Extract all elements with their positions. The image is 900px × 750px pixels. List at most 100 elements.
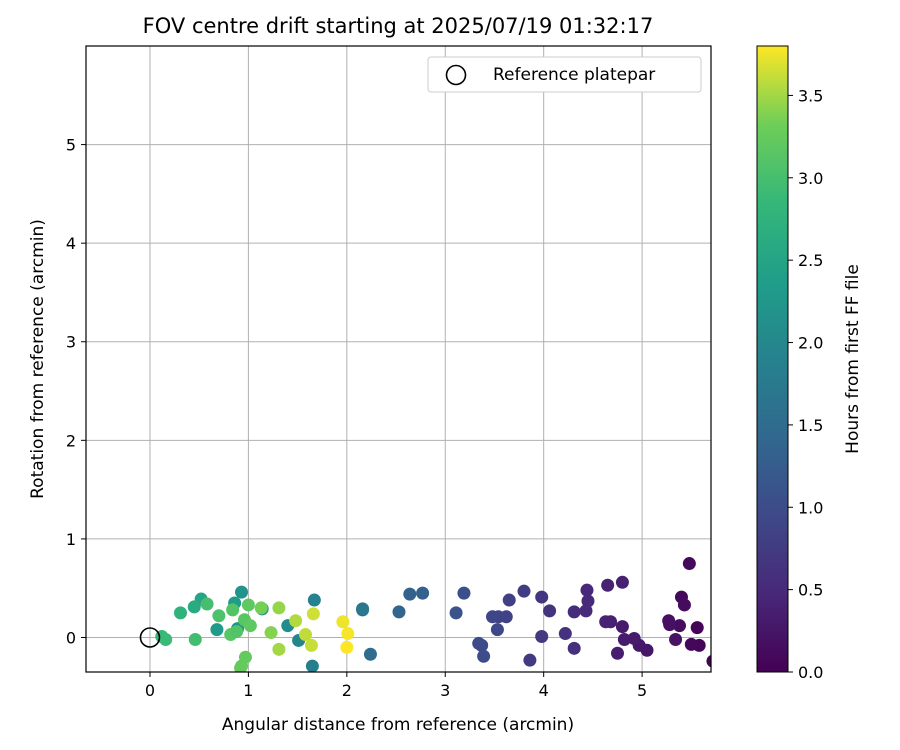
data-point xyxy=(663,618,677,632)
reference-marker xyxy=(139,627,161,648)
x-tick-label: 3 xyxy=(440,681,450,700)
data-point xyxy=(212,609,226,623)
colorbar-tick-label: 0.5 xyxy=(798,581,823,600)
data-point xyxy=(485,610,499,624)
colorbar-tick-label: 2.0 xyxy=(798,334,823,353)
data-point xyxy=(230,625,244,639)
data-point xyxy=(617,632,631,646)
data-point xyxy=(580,583,594,597)
data-point xyxy=(517,584,531,598)
y-tick-label: 2 xyxy=(66,431,76,450)
legend-marker-icon xyxy=(445,64,467,86)
data-point xyxy=(535,630,549,644)
data-point xyxy=(449,606,463,620)
data-point xyxy=(173,606,187,620)
y-tick-label: 3 xyxy=(66,333,76,352)
data-point xyxy=(677,598,691,612)
data-point xyxy=(341,627,355,641)
colorbar-tick-label: 1.5 xyxy=(798,416,823,435)
colorbar-label: Hours from first FF file xyxy=(843,264,863,454)
data-point xyxy=(615,575,629,589)
data-point xyxy=(599,615,613,629)
data-point xyxy=(235,585,249,599)
data-point xyxy=(289,614,303,628)
legend: Reference platepar xyxy=(427,56,702,93)
data-point xyxy=(523,653,537,667)
y-tick-label: 5 xyxy=(66,136,76,155)
x-axis-label: Angular distance from reference (arcmin) xyxy=(222,715,574,735)
data-point xyxy=(610,646,624,660)
legend-label: Reference platepar xyxy=(493,65,655,85)
data-point xyxy=(340,640,354,654)
data-point xyxy=(304,638,318,652)
x-tick-label: 5 xyxy=(637,681,647,700)
data-point xyxy=(682,557,696,571)
data-point xyxy=(615,620,629,634)
data-point xyxy=(601,578,615,592)
data-point xyxy=(306,607,320,621)
y-tick-label: 1 xyxy=(66,530,76,549)
data-point xyxy=(238,650,252,664)
legend-box xyxy=(427,56,702,93)
data-point xyxy=(690,621,704,635)
x-tick-label: 2 xyxy=(342,681,352,700)
colorbar-tick-label: 2.5 xyxy=(798,251,823,270)
data-point xyxy=(298,628,312,642)
data-point xyxy=(307,593,321,607)
colorbar-gradient xyxy=(756,45,789,673)
data-point xyxy=(477,649,491,663)
data-point xyxy=(567,605,581,619)
grid-lines xyxy=(86,46,711,672)
data-point xyxy=(403,587,417,601)
data-point xyxy=(543,604,557,618)
data-point xyxy=(627,631,641,645)
data-point xyxy=(159,632,173,646)
colorbar-tick-label: 0.0 xyxy=(798,663,823,682)
data-point xyxy=(558,627,572,641)
data-point xyxy=(706,654,711,668)
data-point xyxy=(272,601,286,615)
data-point xyxy=(188,632,202,646)
data-point xyxy=(490,623,504,637)
data-point xyxy=(579,604,593,618)
data-point xyxy=(243,619,257,633)
data-point xyxy=(272,642,286,656)
colorbar-tick-label: 3.5 xyxy=(798,86,823,105)
data-point xyxy=(392,605,406,619)
data-point xyxy=(254,601,268,615)
data-points xyxy=(155,557,711,672)
data-point xyxy=(234,661,248,672)
y-tick-label: 4 xyxy=(66,234,76,253)
data-point xyxy=(669,632,683,646)
data-point xyxy=(363,647,377,661)
y-axis-label: Rotation from reference (arcmin) xyxy=(28,219,48,499)
colorbar: 0.0 0.5 1.0 1.5 2.0 2.5 3.0 3.5 Hours from firs… xyxy=(756,45,863,682)
data-point xyxy=(356,602,370,616)
data-point xyxy=(305,659,319,672)
data-point xyxy=(684,637,698,651)
x-tick-label: 4 xyxy=(539,681,549,700)
data-point xyxy=(336,615,350,629)
colorbar-tick-label: 3.0 xyxy=(798,169,823,188)
chart-title: FOV centre drift starting at 2025/07/19 … xyxy=(143,14,654,38)
x-tick-label: 1 xyxy=(243,681,253,700)
x-axis-ticks: 0 1 2 3 4 5 xyxy=(145,672,647,700)
plot-frame xyxy=(85,45,712,673)
data-point xyxy=(187,600,201,614)
colorbar-ticks: 0.0 0.5 1.0 1.5 2.0 2.5 3.0 3.5 xyxy=(788,86,823,682)
data-point xyxy=(535,590,549,604)
data-point xyxy=(210,623,224,637)
data-point xyxy=(416,586,430,600)
data-point xyxy=(581,594,595,608)
colorbar-tick-label: 1.0 xyxy=(798,498,823,517)
data-point xyxy=(502,593,516,607)
data-point xyxy=(241,598,255,612)
data-point xyxy=(264,626,278,640)
x-tick-label: 0 xyxy=(145,681,155,700)
data-point xyxy=(472,636,486,650)
data-point xyxy=(200,597,214,611)
data-point xyxy=(226,603,240,617)
y-axis-ticks: 0 1 2 3 4 5 xyxy=(66,136,86,647)
y-tick-label: 0 xyxy=(66,628,76,647)
